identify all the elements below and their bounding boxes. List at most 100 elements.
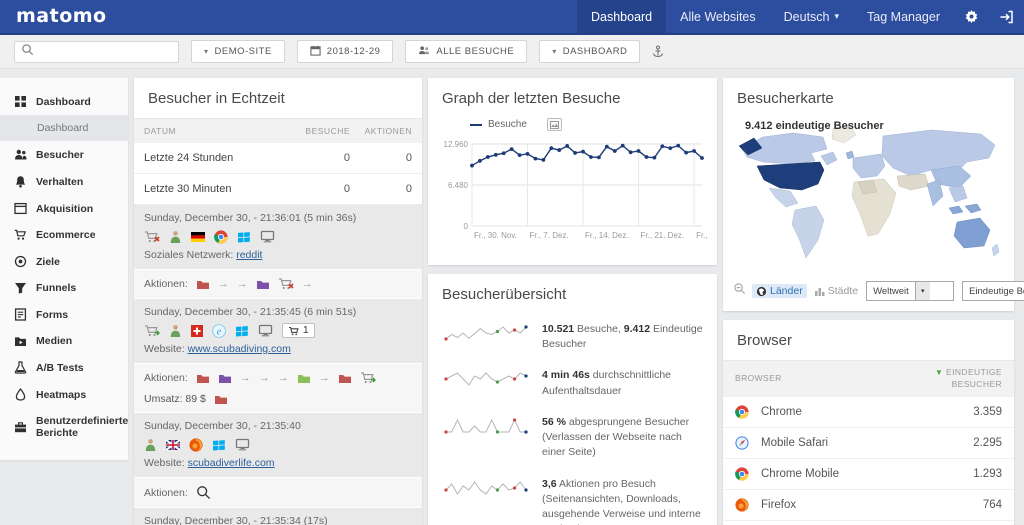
visitor-log-entry[interactable]: Sunday, December 30, - 21:35:34 (17s) iO… bbox=[134, 508, 423, 525]
gear-icon[interactable] bbox=[954, 0, 989, 33]
signout-icon[interactable] bbox=[989, 0, 1024, 33]
sidebar-item-label: Dashboard bbox=[36, 95, 91, 108]
target-icon bbox=[14, 255, 27, 268]
realtime-summary-row: Letzte 30 Minuten 0 0 bbox=[134, 174, 423, 205]
map-region-select[interactable]: Weltweit ▾ bbox=[866, 281, 955, 301]
visits-graph-title: Graph der letzten Besuche bbox=[442, 90, 621, 107]
overview-metric-row[interactable]: 4 min 46s durchschnittliche Aufenthaltsd… bbox=[428, 360, 717, 406]
column-header-aktionen[interactable]: AKTIONEN bbox=[364, 126, 413, 136]
overview-metric-row[interactable]: 3,6 Aktionen pro Besuch (Seitenansichten… bbox=[428, 469, 717, 525]
segment-selector-button[interactable]: ALLE BESUCHE bbox=[405, 40, 528, 63]
calendar-icon bbox=[310, 45, 327, 59]
cart-red-icon bbox=[278, 277, 294, 291]
svg-text:Fr., 14. Dez.: Fr., 14. Dez. bbox=[585, 231, 629, 240]
search-input[interactable] bbox=[34, 45, 176, 58]
chevron-down-icon: ▾ bbox=[914, 282, 930, 300]
sidebar-item-ecommerce[interactable]: Ecommerce bbox=[0, 222, 128, 248]
nav-item-tag-manager[interactable]: Tag Manager bbox=[867, 9, 940, 24]
bell-icon bbox=[14, 175, 27, 188]
nav-item-dashboard[interactable]: Dashboard bbox=[576, 0, 667, 33]
sidebar-item-dashboard[interactable]: Dashboard bbox=[0, 115, 128, 141]
browser-table-row[interactable]: Chrome Mobile 1.293 bbox=[723, 459, 1014, 490]
legend-swatch bbox=[470, 123, 483, 126]
sidebar-item-verhalten[interactable]: Verhalten bbox=[0, 168, 128, 195]
referrer-link[interactable]: scubadiverlife.com bbox=[187, 457, 275, 469]
browser-unique-visitors-value: 3.359 bbox=[973, 405, 1002, 418]
browser-table-row[interactable]: Mobile Safari 2.295 bbox=[723, 428, 1014, 459]
visit-actions-row: Aktionen: → → → bbox=[134, 270, 423, 299]
sidebar-item-label: Medien bbox=[36, 335, 73, 347]
visits-line-chart[interactable]: 12.960 6.480 0 Fr., 30. Nov. Fr., 7. Dez… bbox=[428, 132, 740, 265]
realtime-summary-row: Letzte 24 Stunden 0 0 bbox=[134, 143, 423, 174]
sidebar-item-heatmaps[interactable]: Heatmaps bbox=[0, 381, 128, 408]
world-map[interactable]: 9.412 eindeutige Besucher bbox=[723, 118, 1014, 275]
arrow-icon: → bbox=[236, 278, 248, 290]
svg-text:e: e bbox=[217, 326, 222, 337]
sidebar-item-besucher[interactable]: Besucher bbox=[0, 141, 128, 168]
ecommerce-order-badge: 1 bbox=[282, 323, 315, 338]
grid-icon bbox=[14, 95, 27, 108]
map-metric-select[interactable]: Eindeutige Besu ▾ bbox=[962, 281, 1024, 301]
realtime-table-body: Letzte 24 Stunden 0 0 Letzte 30 Minuten 0 0 S… bbox=[134, 143, 423, 525]
sidebar-item-label: Heatmaps bbox=[36, 388, 87, 401]
sidebar-item-medien[interactable]: Medien bbox=[0, 328, 128, 354]
sidebar-item-ziele[interactable]: Ziele bbox=[0, 248, 128, 275]
referrer-link[interactable]: www.scubadiving.com bbox=[187, 343, 291, 355]
browser-table-header: BROWSER ▼ EINDEUTIGE BESUCHER bbox=[723, 360, 1014, 397]
column-header-datum[interactable]: DATUM bbox=[144, 126, 177, 136]
visitor-log-entry[interactable]: Sunday, December 30, - 21:35:40 Website:… bbox=[134, 413, 423, 478]
segment-users-icon bbox=[418, 45, 436, 59]
site-selector-button[interactable]: ▾ DEMO-SITE bbox=[191, 40, 285, 63]
overview-metric-row[interactable]: 56 % abgesprungene Besucher (Verlassen d… bbox=[428, 407, 717, 469]
firefox-browser-icon bbox=[735, 498, 761, 512]
anchor-link-icon[interactable] bbox=[652, 45, 664, 58]
browser-table-row[interactable]: Firefox 764 bbox=[723, 490, 1014, 521]
map-countries-link[interactable]: Länder bbox=[752, 284, 807, 298]
sidebar-item-funnels[interactable]: Funnels bbox=[0, 275, 128, 301]
export-image-icon[interactable] bbox=[546, 118, 562, 131]
sidebar-item-a/b-tests[interactable]: A/B Tests bbox=[0, 354, 128, 381]
date-range-button[interactable]: 2018-12-29 bbox=[296, 40, 394, 63]
nav-item-alle-websites[interactable]: Alle Websites bbox=[680, 9, 756, 24]
visitor-log-entry[interactable]: Sunday, December 30, - 21:36:01 (5 min 3… bbox=[134, 205, 423, 270]
visit-timestamp: Sunday, December 30, - 21:35:34 (17s) bbox=[144, 515, 328, 525]
column-header-besuche[interactable]: BESUCHE bbox=[305, 126, 351, 136]
referrer-link[interactable]: reddit bbox=[236, 249, 263, 261]
svg-text:Fr., 21. Dez.: Fr., 21. Dez. bbox=[641, 231, 685, 240]
sidebar-item-akquisition[interactable]: Akquisition bbox=[0, 195, 128, 222]
visitor-log-entry[interactable]: Sunday, December 30, - 21:35:45 (6 min 5… bbox=[134, 299, 423, 364]
search-box[interactable] bbox=[14, 40, 179, 63]
folder-red-icon bbox=[196, 279, 210, 290]
flag-gb-icon bbox=[166, 439, 180, 450]
monitor-icon bbox=[258, 324, 273, 337]
arrow-icon: → bbox=[258, 372, 270, 384]
dashboard-selector-button[interactable]: ▾ DASHBOARD bbox=[539, 40, 641, 63]
matomo-logo[interactable]: matomo bbox=[16, 5, 107, 27]
toolbar: ▾ DEMO-SITE 2018-12-29 ALLE BESUCHE ▾ DA… bbox=[0, 35, 1024, 69]
sidebar-item-dashboard[interactable]: Dashboard bbox=[0, 88, 128, 115]
sidebar-item-label: Verhalten bbox=[36, 175, 84, 188]
cart-green-icon bbox=[144, 324, 160, 338]
browser-table-row[interactable]: Safari 574 bbox=[723, 521, 1014, 525]
column-header-browser[interactable]: BROWSER bbox=[735, 373, 782, 383]
browser-table-row[interactable]: Chrome 3.359 bbox=[723, 397, 1014, 428]
arrow-icon: → bbox=[239, 372, 251, 384]
overview-metric-row[interactable]: 10.521 Besuche, 9.412 Eindeutige Besuche… bbox=[428, 314, 717, 360]
world-map-svg[interactable] bbox=[733, 118, 1003, 270]
visit-timestamp: Sunday, December 30, - 21:36:01 (5 min 3… bbox=[144, 212, 357, 224]
column-header-unique-visitors[interactable]: ▼ EINDEUTIGE BESUCHER bbox=[934, 367, 1002, 389]
browser-name: Mobile Safari bbox=[761, 436, 829, 449]
visitor-overview-title: Besucherübersicht bbox=[442, 286, 567, 303]
folder-green-icon bbox=[297, 373, 311, 384]
sidebar-item-benutzerdefinierte-berichte[interactable]: Benutzerdefinierte Berichte bbox=[0, 408, 128, 446]
zoom-out-icon[interactable] bbox=[733, 282, 746, 300]
svg-text:Fr., 7. Dez.: Fr., 7. Dez. bbox=[530, 231, 569, 240]
map-controls: Länder Städte Weltweit ▾ Eindeutige Besu… bbox=[723, 275, 1024, 311]
svg-text:Fr., 30. Nov.: Fr., 30. Nov. bbox=[474, 231, 517, 240]
nav-item-deutsch[interactable]: Deutsch ▾ bbox=[783, 9, 840, 24]
sidebar-item-forms[interactable]: Forms bbox=[0, 301, 128, 328]
map-cities-link[interactable]: Städte bbox=[813, 284, 860, 298]
browser-name: Chrome Mobile bbox=[761, 467, 839, 480]
sparkline-chart bbox=[442, 416, 530, 441]
person-icon bbox=[169, 324, 182, 338]
